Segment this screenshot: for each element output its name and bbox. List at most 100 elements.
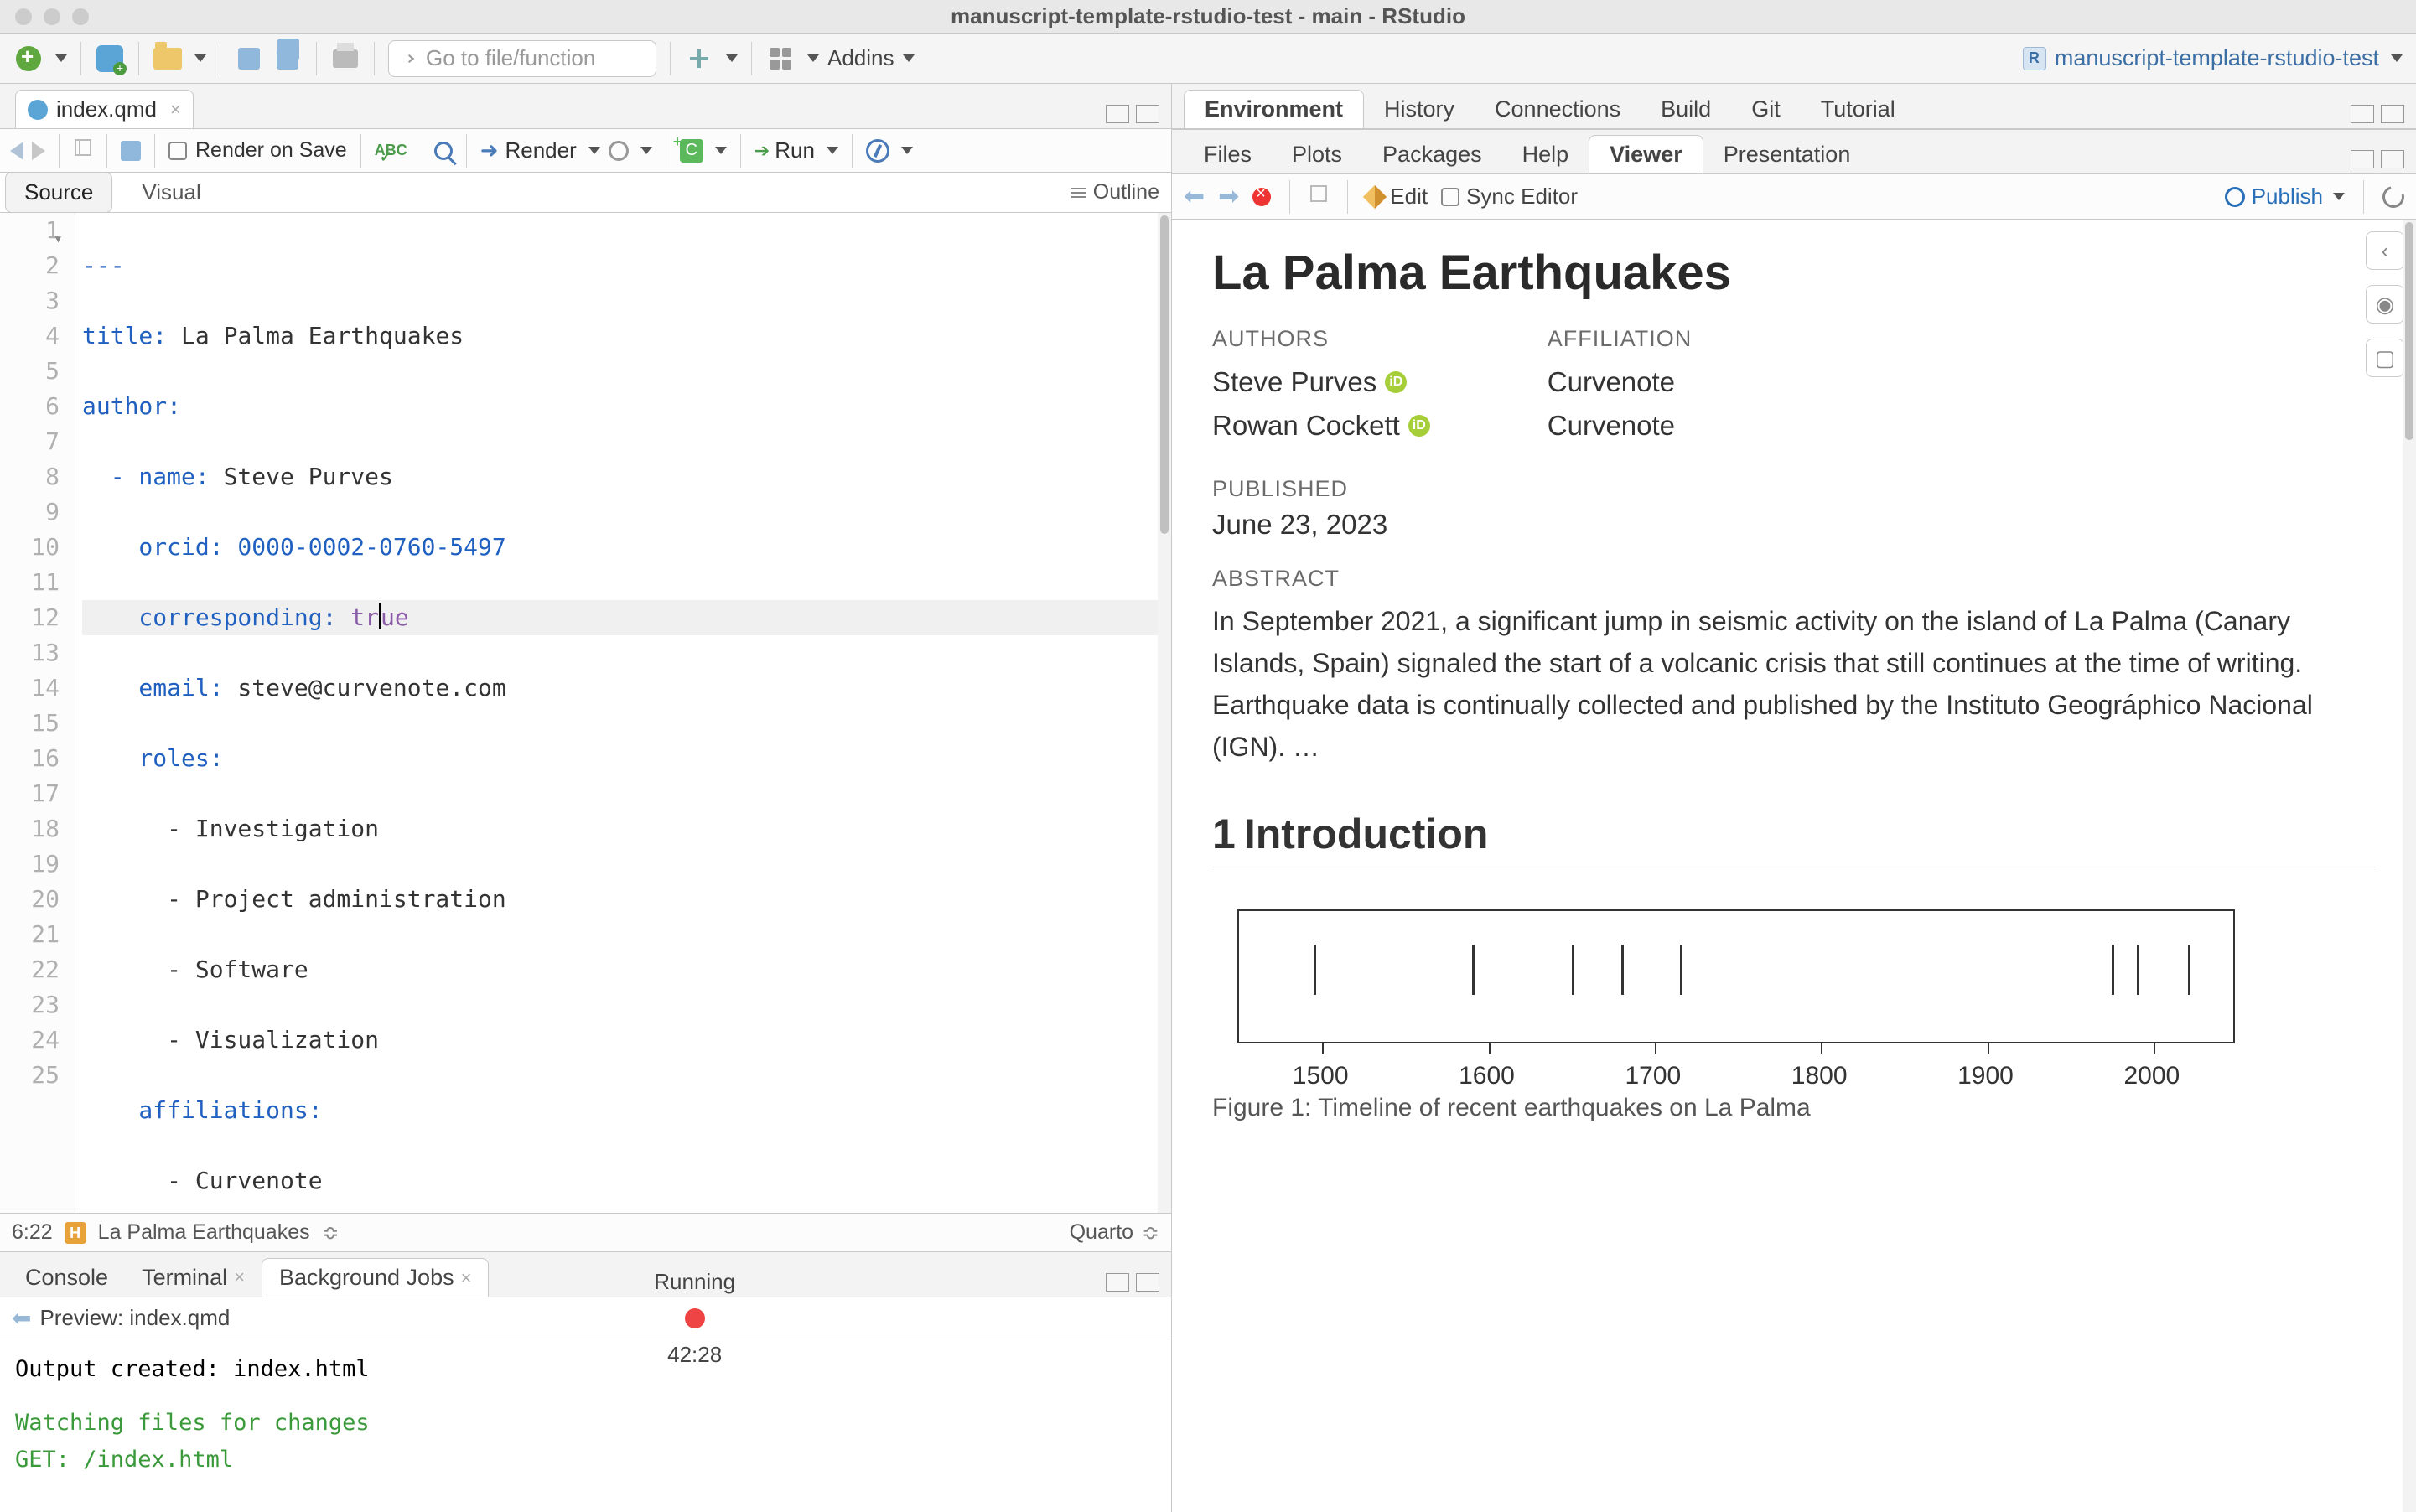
minimize-pane-icon[interactable] [2351, 150, 2374, 168]
output-line: GET: /index.html [15, 1442, 1156, 1478]
source-editor-pane: index.qmd × Render on Save [0, 84, 1171, 1252]
author-name: Steve Purves [1212, 360, 1376, 404]
reader-mode-icon[interactable]: ◉ [2366, 285, 2404, 324]
publish-settings-icon[interactable] [866, 139, 889, 163]
tab-connections[interactable]: Connections [1475, 90, 1641, 128]
nav-forward-icon[interactable] [32, 142, 45, 160]
render-settings-icon[interactable] [609, 141, 629, 161]
run-dropdown-icon[interactable] [827, 147, 838, 154]
tab-console[interactable]: Console [8, 1258, 125, 1297]
doc-type-label[interactable]: Quarto [1070, 1220, 1133, 1245]
tab-viewer[interactable]: Viewer [1589, 135, 1703, 173]
nav-back-icon[interactable] [10, 142, 23, 160]
publish-button[interactable]: Publish [2225, 184, 2345, 210]
tab-presentation[interactable]: Presentation [1703, 135, 1871, 173]
open-file-button[interactable] [153, 44, 183, 74]
addins-menu[interactable]: Addins [827, 45, 915, 71]
viewer-back-icon[interactable]: ⬅ [1184, 182, 1205, 211]
sync-editor-label: Sync Editor [1466, 184, 1578, 210]
editor-tab-bar: index.qmd × [0, 84, 1171, 129]
viewer-popout-icon[interactable] [1309, 184, 1329, 210]
maximize-pane-icon[interactable] [2381, 105, 2404, 123]
panes-button[interactable] [765, 44, 796, 74]
show-in-new-window-icon[interactable] [73, 137, 93, 163]
line-number-gutter: 1234567891011121314151617181920212223242… [0, 213, 75, 1213]
outline-toggle[interactable]: Outline [1071, 180, 1159, 205]
render-settings-dropdown-icon[interactable] [640, 147, 652, 154]
new-file-dropdown-icon[interactable] [55, 54, 67, 62]
tools-dropdown-icon[interactable] [726, 54, 738, 62]
tab-files[interactable]: Files [1184, 135, 1272, 173]
viewer-scrollbar[interactable] [2403, 220, 2416, 1512]
viewer-clear-icon[interactable] [1252, 188, 1271, 206]
window-titlebar: manuscript-template-rstudio-test - main … [0, 0, 2416, 34]
render-on-save-checkbox[interactable] [168, 142, 187, 160]
job-title: Preview: index.qmd [39, 1305, 230, 1331]
viewer-edit-button[interactable]: Edit [1366, 184, 1428, 210]
find-replace-icon[interactable] [434, 142, 453, 160]
insert-chunk-button[interactable]: C [680, 139, 703, 163]
section-heading: 1Introduction [1212, 810, 2376, 867]
tab-tutorial[interactable]: Tutorial [1801, 90, 1916, 128]
viewer-forward-icon[interactable]: ➡ [1218, 182, 1239, 211]
editor-status-bar: 6:22 H La Palma Earthquakes ≎ Quarto ≎ [0, 1213, 1171, 1251]
output-line: Output created: index.html [15, 1351, 1156, 1388]
stop-job-icon[interactable] [685, 1308, 705, 1328]
project-icon [2023, 47, 2046, 70]
abstract-heading: ABSTRACT [1212, 566, 2376, 592]
publish-settings-dropdown-icon[interactable] [901, 147, 913, 154]
affiliation-name: Curvenote [1548, 360, 1693, 404]
viewer-content[interactable]: ‹ ◉ ▢ La Palma Earthquakes AUTHORS Steve… [1172, 220, 2416, 1512]
maximize-pane-icon[interactable] [2381, 150, 2404, 168]
sync-editor-toggle[interactable]: Sync Editor [1441, 184, 1578, 210]
panes-dropdown-icon[interactable] [807, 54, 819, 62]
sync-editor-checkbox[interactable] [1441, 188, 1459, 206]
maximize-pane-icon[interactable] [1136, 105, 1159, 123]
published-heading: PUBLISHED [1212, 476, 2376, 502]
abstract-text: In September 2021, a significant jump in… [1212, 600, 2376, 768]
edit-label: Edit [1390, 184, 1428, 210]
minimize-pane-icon[interactable] [2351, 105, 2374, 123]
save-button[interactable] [234, 44, 264, 74]
new-file-button[interactable] [13, 44, 44, 74]
tab-help[interactable]: Help [1502, 135, 1589, 173]
insert-chunk-dropdown-icon[interactable] [715, 147, 727, 154]
viewer-refresh-icon[interactable] [2378, 182, 2408, 212]
new-project-button[interactable] [95, 44, 125, 74]
tab-build[interactable]: Build [1641, 90, 1731, 128]
tab-history[interactable]: History [1364, 90, 1475, 128]
section-breadcrumb[interactable]: La Palma Earthquakes [98, 1220, 310, 1245]
pencil-icon [1363, 184, 1387, 208]
open-recent-dropdown-icon[interactable] [194, 54, 206, 62]
addins-dropdown-icon [903, 54, 915, 62]
editor-scrollbar[interactable] [1158, 213, 1171, 1213]
annotations-icon[interactable]: ▢ [2366, 339, 2404, 377]
published-date: June 23, 2023 [1212, 509, 2376, 541]
editor-tab-index-qmd[interactable]: index.qmd × [15, 90, 194, 128]
goto-file-function-input[interactable]: Go to file/function [388, 40, 656, 77]
run-arrow-icon: ➔ [754, 140, 770, 162]
save-all-button[interactable] [272, 44, 303, 74]
orcid-icon[interactable]: iD [1408, 415, 1430, 437]
tab-plots[interactable]: Plots [1272, 135, 1362, 173]
orcid-icon[interactable]: iD [1385, 371, 1407, 393]
minimize-pane-icon[interactable] [1106, 105, 1129, 123]
save-file-icon[interactable] [121, 141, 141, 161]
close-tab-icon[interactable]: × [170, 99, 181, 121]
code-content[interactable]: --- title: La Palma Earthquakes author: … [75, 213, 1171, 1213]
toc-toggle-icon[interactable]: ‹ [2366, 231, 2404, 270]
spellcheck-icon[interactable]: ABC [375, 142, 407, 159]
tab-git[interactable]: Git [1731, 90, 1801, 128]
project-menu[interactable]: manuscript-template-rstudio-test [2023, 45, 2403, 71]
run-button[interactable]: ➔ Run [754, 137, 815, 163]
source-mode-tab[interactable]: Source [5, 172, 112, 213]
tab-packages[interactable]: Packages [1362, 135, 1502, 173]
job-back-icon[interactable]: ⬅ [12, 1304, 31, 1332]
visual-mode-tab[interactable]: Visual [122, 172, 220, 213]
tools-button[interactable] [684, 44, 714, 74]
render-button[interactable]: ➜ Render [480, 137, 577, 163]
print-button[interactable] [330, 44, 360, 74]
tab-environment[interactable]: Environment [1184, 90, 1364, 128]
code-editor[interactable]: 1234567891011121314151617181920212223242… [0, 213, 1171, 1213]
render-dropdown-icon[interactable] [588, 147, 600, 154]
